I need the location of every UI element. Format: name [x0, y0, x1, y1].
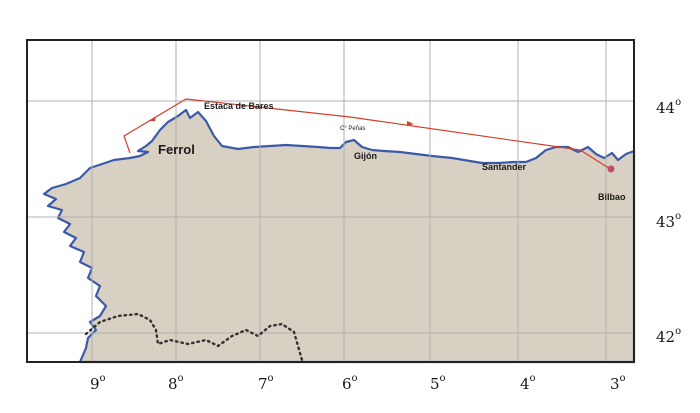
land-mass [42, 108, 636, 364]
longitude-label-6: 6o [342, 373, 358, 393]
inland-border [84, 312, 304, 362]
label-santander: Santander [482, 162, 527, 172]
label-bilbao: Bilbao [598, 192, 626, 202]
label-gijon: Gijón [354, 151, 377, 161]
latitude-label-42: 42o [656, 326, 682, 346]
longitude-label-8: 8o [168, 373, 184, 393]
grid-lines [27, 40, 634, 362]
route-arrow [407, 121, 414, 126]
destination-marker [607, 165, 615, 173]
chart-frame [26, 39, 635, 363]
sailing-route [123, 98, 613, 171]
longitude-label-7: 7o [258, 373, 274, 393]
longitude-label-4: 4o [520, 373, 536, 393]
route-arrow [150, 116, 156, 121]
longitude-label-9: 9o [90, 373, 106, 393]
longitude-label-3: 3o [610, 373, 626, 393]
latitude-label-44: 44o [656, 97, 682, 117]
label-cabo-penas: C° Peñas [340, 126, 366, 132]
label-ferrol: Ferrol [158, 142, 195, 157]
latitude-label-43: 43o [656, 211, 682, 231]
label-estaca-de-bares: Estaca de Bares [204, 101, 274, 111]
longitude-label-5: 5o [430, 373, 446, 393]
